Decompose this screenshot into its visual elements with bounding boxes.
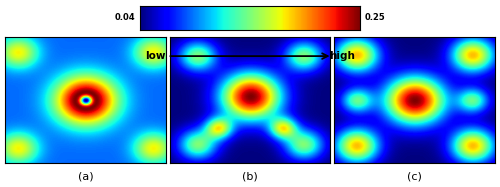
Text: 0.04: 0.04 xyxy=(114,13,135,22)
Text: (b): (b) xyxy=(242,171,258,181)
Text: low: low xyxy=(145,51,166,61)
Text: (a): (a) xyxy=(78,171,93,181)
Text: high: high xyxy=(329,51,355,61)
Text: (c): (c) xyxy=(407,171,422,181)
Text: 0.25: 0.25 xyxy=(365,13,386,22)
